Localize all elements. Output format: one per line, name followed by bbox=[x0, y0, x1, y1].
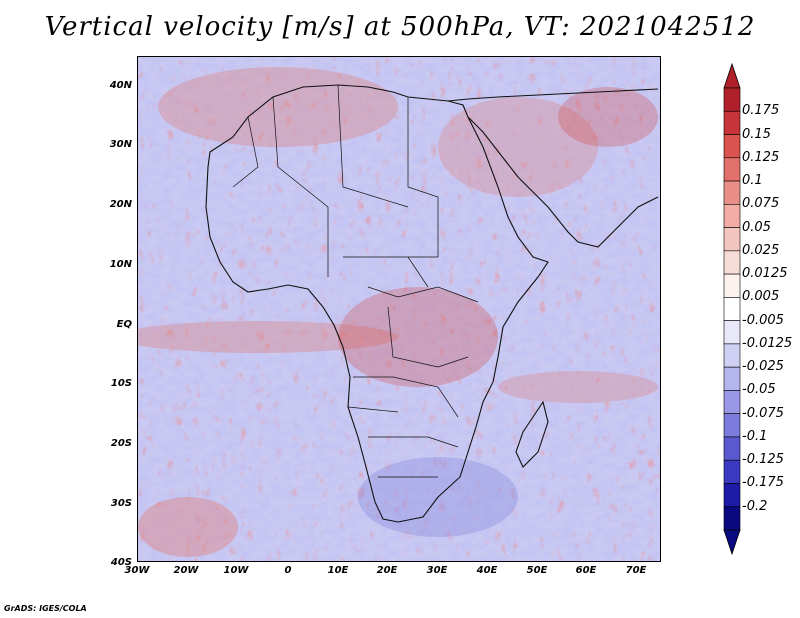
colorbar-label: -0.025 bbox=[742, 359, 784, 375]
colorbar-bin bbox=[723, 273, 741, 298]
lat-label-20s: 20S bbox=[110, 438, 132, 449]
lon-label-40e: 40E bbox=[476, 565, 498, 576]
colorbar-label: -0.075 bbox=[742, 405, 784, 421]
lon-label-70e: 70E bbox=[625, 565, 647, 576]
grads-credit: GrADS: IGES/COLA bbox=[4, 604, 87, 613]
colorbar-label: 0.125 bbox=[742, 149, 780, 165]
colorbar-bin bbox=[723, 366, 741, 391]
colorbar-label: -0.2 bbox=[742, 498, 768, 514]
lat-label-30n: 30N bbox=[109, 139, 132, 150]
colorbar-label: -0.005 bbox=[742, 312, 784, 328]
lat-label-10s: 10S bbox=[110, 378, 132, 389]
lon-label-60e: 60E bbox=[575, 565, 597, 576]
central-africa-patch bbox=[338, 287, 498, 387]
colorbar-bin bbox=[723, 134, 741, 159]
colorbar-label: 0.15 bbox=[742, 126, 771, 142]
colorbar-bin bbox=[723, 506, 741, 531]
colorbar-bin bbox=[723, 413, 741, 438]
colorbar-label: 0.0125 bbox=[742, 266, 788, 282]
lon-label-30w: 30W bbox=[124, 565, 150, 576]
colorbar-bin bbox=[723, 390, 741, 414]
colorbar-label: -0.1 bbox=[742, 428, 768, 444]
colorbar-label: -0.125 bbox=[742, 452, 784, 468]
iran-upward-patch bbox=[558, 87, 658, 147]
itcz-atlantic-patch bbox=[138, 321, 398, 353]
lon-label-30e: 30E bbox=[426, 565, 448, 576]
colorbar-bin bbox=[723, 180, 741, 205]
indian-ocean-patch bbox=[498, 371, 658, 403]
colorbar-bin bbox=[723, 459, 741, 484]
lat-label-30s: 30S bbox=[110, 498, 132, 509]
colorbar-label: 0.075 bbox=[742, 196, 780, 212]
colorbar-label: -0.0125 bbox=[742, 335, 793, 351]
colorbar-bin bbox=[723, 227, 741, 252]
colorbar-label: 0.1 bbox=[742, 173, 763, 189]
colorbar-label: 0.05 bbox=[742, 219, 771, 235]
colorbar-bin bbox=[723, 110, 741, 135]
lon-label-20e: 20E bbox=[376, 565, 398, 576]
lon-label-10w: 10W bbox=[223, 565, 249, 576]
colorbar-label: -0.05 bbox=[742, 382, 776, 398]
colorbar-label: 0.025 bbox=[742, 242, 780, 258]
colorbar-bin bbox=[723, 483, 741, 508]
vertical-velocity-field bbox=[138, 57, 660, 561]
sahara-upward-patch bbox=[158, 67, 398, 147]
colorbar-label: 0.005 bbox=[742, 289, 780, 305]
colorbar-bin bbox=[723, 87, 741, 112]
lat-label-10n: 10N bbox=[109, 259, 132, 270]
south-atlantic-patch bbox=[138, 497, 238, 557]
colorbar bbox=[723, 62, 741, 556]
colorbar-label: -0.175 bbox=[742, 475, 784, 491]
colorbar-bin bbox=[723, 436, 741, 461]
colorbar-bin bbox=[723, 343, 741, 368]
colorbar-top-arrow bbox=[723, 62, 741, 89]
coastlines bbox=[205, 84, 659, 523]
lon-label-10e: 10E bbox=[327, 565, 349, 576]
colorbar-bin bbox=[723, 320, 741, 345]
lat-label-40n: 40N bbox=[109, 80, 132, 91]
colorbar-bin bbox=[723, 297, 741, 321]
colorbar-bin bbox=[723, 250, 741, 275]
lon-label-50e: 50E bbox=[526, 565, 548, 576]
map-panel bbox=[137, 56, 661, 562]
country-borders bbox=[232, 84, 479, 478]
lat-label-eq: EQ bbox=[116, 319, 132, 330]
colorbar-label: 0.175 bbox=[742, 103, 780, 119]
arabia-upward-patch bbox=[438, 97, 598, 197]
lat-label-20n: 20N bbox=[109, 199, 132, 210]
colorbar-bin bbox=[723, 204, 741, 228]
lon-label-0: 0 bbox=[284, 565, 292, 576]
lat-label-40s: 40S bbox=[110, 557, 132, 568]
colorbar-bottom-arrow bbox=[723, 529, 741, 556]
colorbar-bin bbox=[723, 157, 741, 182]
map-title: Vertical velocity [m/s] at 500hPa, VT: 2… bbox=[44, 12, 756, 42]
lon-label-20w: 20W bbox=[173, 565, 199, 576]
